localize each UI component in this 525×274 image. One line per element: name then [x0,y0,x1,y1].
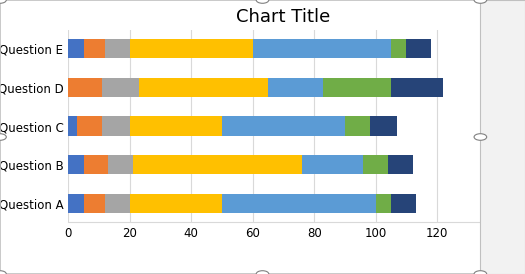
Bar [222,116,345,136]
Bar [102,78,139,97]
Bar [108,155,133,175]
Bar [391,39,406,58]
Bar [83,39,105,58]
Bar [130,194,222,213]
Bar [391,194,416,213]
Bar [133,155,302,175]
Bar [105,194,130,213]
Bar [370,116,397,136]
Bar [139,78,268,97]
Bar [363,155,388,175]
Bar [391,78,444,97]
Bar [78,116,102,136]
Bar [222,194,376,213]
Bar [68,194,83,213]
Bar [105,39,130,58]
Bar [388,155,413,175]
Title: Chart Title: Chart Title [236,8,331,26]
Bar [268,78,323,97]
Bar [68,155,83,175]
Bar [68,39,83,58]
Bar [323,78,391,97]
Bar [68,78,102,97]
Bar [376,194,391,213]
Bar [345,116,370,136]
Bar [130,39,253,58]
Bar [130,116,222,136]
Bar [83,194,105,213]
Bar [302,155,363,175]
Bar [406,39,431,58]
Bar [253,39,391,58]
Bar [102,116,130,136]
Bar [68,116,78,136]
Bar [83,155,108,175]
